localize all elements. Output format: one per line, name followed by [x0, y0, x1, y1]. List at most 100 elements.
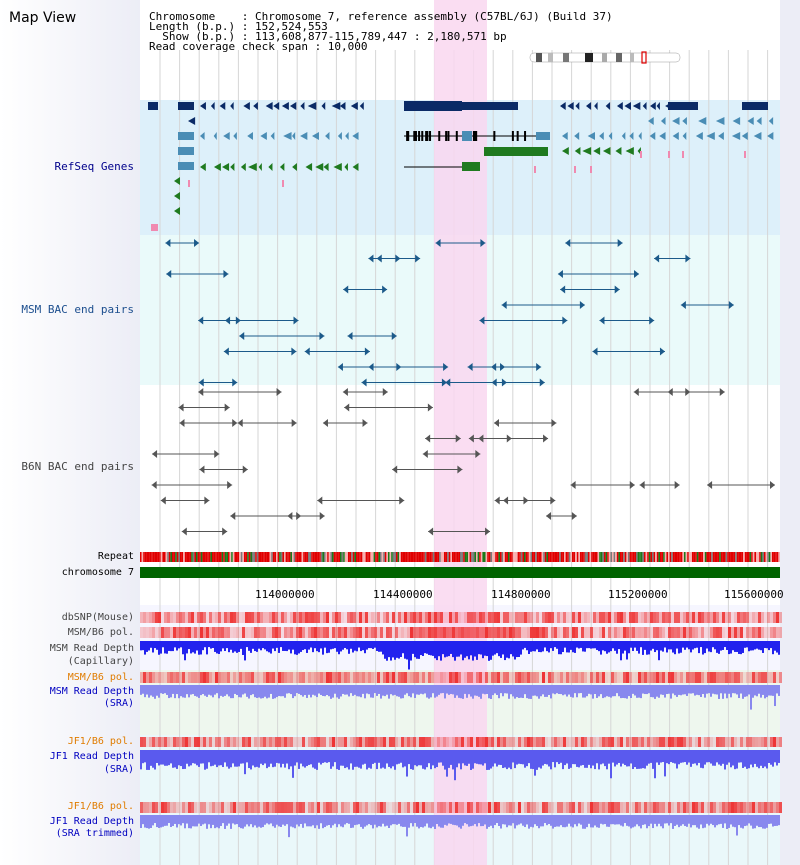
msm-depth-sra-bar	[732, 685, 734, 694]
jf1-depth-sra-bar	[576, 750, 578, 767]
msm-b6-pol-heat	[422, 627, 425, 638]
dbsnp-heat	[731, 612, 734, 623]
msm-b6-pol-heat	[197, 672, 200, 683]
msm-b6-pol-heat	[665, 627, 668, 638]
repeat-block	[711, 552, 713, 562]
repeat-block	[684, 552, 686, 562]
track-label-msm-depth-cap[interactable]: MSM Read Depth	[49, 643, 134, 654]
b6n-bac-pair-end	[455, 434, 461, 443]
ideogram-band	[630, 53, 634, 62]
track-label-refseq[interactable]: RefSeq Genes	[54, 160, 134, 173]
msm-b6-pol-heat	[413, 627, 416, 638]
jf1-depth-sra-bar	[616, 750, 618, 765]
refseq-gene	[616, 102, 623, 110]
track-label-msm-bac[interactable]: MSM BAC end pairs	[21, 303, 134, 316]
msm-b6-pol-heat	[683, 627, 686, 638]
repeat-block	[676, 552, 678, 562]
msm-depth-sra-bar	[766, 685, 768, 698]
repeat-block	[512, 552, 515, 562]
dbsnp-heat	[488, 612, 491, 623]
jf1-depth-trim-bar	[226, 815, 228, 826]
dbsnp-heat	[413, 612, 416, 623]
msm-depth-capillary-bar	[724, 641, 726, 648]
jf1-b6-pol-heat	[266, 737, 269, 747]
msm-depth-capillary-bar	[566, 641, 568, 653]
repeat-block	[221, 552, 224, 562]
msm-depth-sra-bar	[680, 685, 682, 696]
msm-depth-capillary-bar	[704, 641, 706, 654]
msm-depth-capillary-bar	[296, 641, 298, 655]
jf1-b6-pol-heat	[458, 802, 461, 813]
dbsnp-heat	[224, 612, 227, 623]
track-label-jf1-depth-trim[interactable]: JF1 Read Depth	[49, 816, 134, 827]
jf1-depth-sra-bar	[516, 750, 518, 765]
repeat-block	[429, 552, 432, 562]
repeat-block	[196, 552, 198, 562]
msm-b6-pol-heat	[476, 672, 479, 683]
jf1-b6-pol-heat	[437, 737, 440, 747]
msm-depth-sra-bar	[340, 685, 342, 697]
msm-depth-sra-bar	[646, 685, 648, 695]
repeat-block	[624, 552, 627, 562]
dbsnp-heat	[152, 612, 155, 623]
track-label-jf1-depth-sra[interactable]: JF1 Read Depth	[49, 751, 134, 762]
msm-depth-capillary-bar	[530, 641, 532, 652]
msm-depth-sra-bar	[662, 685, 664, 695]
jf1-depth-trim-bar	[370, 815, 372, 826]
jf1-depth-trim-bar	[732, 815, 734, 827]
msm-depth-capillary-bar	[466, 641, 468, 657]
track-label-msm-b6-pol-2[interactable]: MSM/B6 pol.	[67, 672, 134, 683]
jf1-depth-sra-bar	[648, 750, 650, 764]
track-label-jf1-b6-pol[interactable]: JF1/B6 pol.	[67, 736, 134, 747]
msm-depth-sra-bar	[420, 685, 422, 694]
msm-depth-sra-bar	[394, 685, 396, 695]
jf1-depth-sra-bar	[588, 750, 590, 765]
msm-b6-pol-heat	[272, 627, 275, 638]
jf1-b6-pol-heat	[728, 802, 731, 813]
jf1-depth-trim-bar	[700, 815, 702, 825]
msm-depth-sra-bar	[360, 685, 362, 698]
msm-depth-sra-bar	[628, 685, 630, 697]
msm-depth-capillary-bar	[278, 641, 280, 653]
msm-b6-pol-heat	[200, 672, 203, 683]
msm-bac-pair-end	[565, 239, 571, 247]
repeat-block	[541, 552, 544, 562]
highlight-region	[434, 0, 487, 865]
msm-b6-pol-heat	[692, 627, 695, 638]
refseq-gene	[260, 132, 267, 140]
jf1-b6-pol-heat	[578, 737, 581, 747]
msm-b6-pol-heat	[494, 627, 497, 638]
msm-depth-capillary-bar	[432, 641, 434, 656]
jf1-depth-trim-bar	[546, 815, 548, 826]
repeat-block	[239, 552, 241, 562]
jf1-b6-pol-heat	[515, 737, 518, 747]
track-label-jf1-b6-pol-2[interactable]: JF1/B6 pol.	[67, 801, 134, 812]
jf1-b6-pol-heat	[704, 802, 707, 813]
dbsnp-heat	[212, 612, 215, 623]
jf1-b6-pol-heat	[230, 802, 233, 813]
jf1-depth-sra-bar	[240, 750, 242, 764]
msm-depth-sra-bar	[458, 685, 460, 698]
msm-depth-capillary-bar	[600, 641, 602, 655]
msm-depth-capillary-bar	[398, 641, 400, 659]
track-label-msm-b6-pol[interactable]: MSM/B6 pol.	[67, 627, 134, 638]
msm-depth-capillary-bar	[548, 641, 550, 653]
msm-depth-capillary-bar	[218, 641, 220, 654]
msm-depth-sra-bar	[342, 685, 344, 694]
repeat-block	[623, 552, 625, 562]
refseq-gene	[325, 132, 330, 140]
msm-depth-capillary-bar	[272, 641, 274, 649]
track-label-msm-depth-sra[interactable]: MSM Read Depth	[49, 686, 134, 697]
repeat-block	[439, 552, 441, 562]
dbsnp-heat	[209, 612, 212, 623]
track-label-repeat[interactable]: Repeat	[97, 551, 134, 562]
jf1-b6-pol-heat	[740, 802, 743, 813]
jf1-b6-pol-heat	[335, 802, 338, 813]
track-label-b6n-bac[interactable]: B6N BAC end pairs	[21, 460, 134, 473]
msm-depth-capillary-bar	[614, 641, 616, 651]
dbsnp-heat	[299, 612, 302, 623]
track-label-dbsnp[interactable]: dbSNP(Mouse)	[61, 612, 134, 623]
jf1-depth-sra-bar	[558, 750, 560, 765]
repeat-block	[159, 552, 161, 562]
msm-depth-capillary-bar	[618, 641, 620, 650]
